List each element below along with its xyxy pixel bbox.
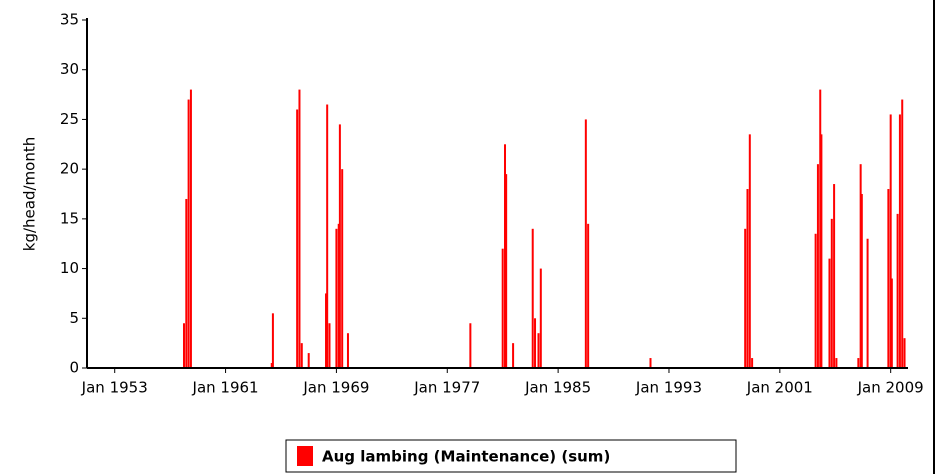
bar bbox=[328, 323, 331, 368]
bar bbox=[307, 353, 310, 368]
bar bbox=[298, 89, 301, 368]
bar bbox=[300, 343, 303, 368]
bar bbox=[866, 238, 869, 368]
bar bbox=[898, 114, 901, 368]
legend-label: Aug lambing (Maintenance) (sum) bbox=[322, 448, 610, 466]
bar bbox=[889, 114, 892, 368]
y-tick-label: 20 bbox=[60, 160, 79, 178]
bar bbox=[537, 333, 540, 368]
y-tick-label: 15 bbox=[60, 209, 79, 227]
bar bbox=[341, 169, 344, 368]
bar bbox=[531, 228, 534, 368]
bar bbox=[337, 223, 340, 368]
y-tick-label: 5 bbox=[69, 309, 79, 327]
x-tick-label: Jan 1977 bbox=[413, 379, 480, 397]
bar bbox=[833, 184, 836, 368]
bar bbox=[887, 189, 890, 368]
y-axis-label: kg/head/month bbox=[21, 137, 39, 251]
y-tick-label: 30 bbox=[60, 60, 79, 78]
bar bbox=[182, 323, 185, 368]
x-tick-label: Jan 1985 bbox=[524, 379, 591, 397]
bar bbox=[346, 333, 349, 368]
bar bbox=[649, 358, 652, 368]
bar bbox=[830, 218, 833, 368]
y-tick-label: 0 bbox=[69, 359, 79, 377]
bar bbox=[835, 358, 838, 368]
legend-swatch bbox=[297, 446, 313, 466]
x-tick-label: Jan 1993 bbox=[635, 379, 702, 397]
bar bbox=[326, 104, 329, 368]
x-tick-label: Jan 2001 bbox=[746, 379, 813, 397]
bar bbox=[859, 164, 862, 368]
bar bbox=[505, 174, 508, 368]
bar bbox=[860, 194, 863, 368]
bar bbox=[270, 363, 273, 368]
x-tick-label: Jan 2009 bbox=[857, 379, 924, 397]
bar bbox=[185, 198, 188, 368]
legend-box bbox=[285, 439, 737, 473]
bar bbox=[504, 144, 507, 368]
bar bbox=[584, 119, 587, 368]
bar bbox=[534, 318, 537, 368]
x-tick-label: Jan 1953 bbox=[81, 379, 148, 397]
bar bbox=[335, 228, 338, 368]
bar bbox=[748, 134, 751, 368]
bar bbox=[189, 89, 192, 368]
bar bbox=[469, 323, 472, 368]
bar bbox=[338, 124, 341, 369]
bar bbox=[744, 228, 747, 368]
bar bbox=[587, 223, 590, 368]
legend: Aug lambing (Maintenance) (sum) bbox=[285, 439, 737, 473]
bar bbox=[751, 358, 754, 368]
bar bbox=[857, 358, 860, 368]
bar bbox=[512, 343, 515, 368]
y-tick-label: 25 bbox=[60, 110, 79, 128]
bar bbox=[819, 89, 822, 368]
bar bbox=[539, 268, 542, 368]
bar bbox=[271, 313, 274, 368]
bar bbox=[814, 233, 817, 368]
y-tick-label: 35 bbox=[60, 11, 79, 29]
bar bbox=[890, 278, 893, 368]
bar bbox=[187, 99, 190, 369]
bar bbox=[901, 99, 904, 369]
x-tick-label: Jan 1961 bbox=[192, 379, 259, 397]
bar bbox=[296, 109, 299, 368]
y-tick-label: 10 bbox=[60, 259, 79, 277]
bar bbox=[896, 213, 899, 368]
bar bbox=[325, 293, 328, 368]
x-tick-label: Jan 1969 bbox=[302, 379, 369, 397]
bar bbox=[746, 189, 749, 368]
bar bbox=[501, 248, 504, 368]
bar bbox=[816, 164, 819, 368]
bar bbox=[820, 134, 823, 368]
bar bbox=[903, 338, 906, 368]
bar bbox=[828, 258, 831, 368]
